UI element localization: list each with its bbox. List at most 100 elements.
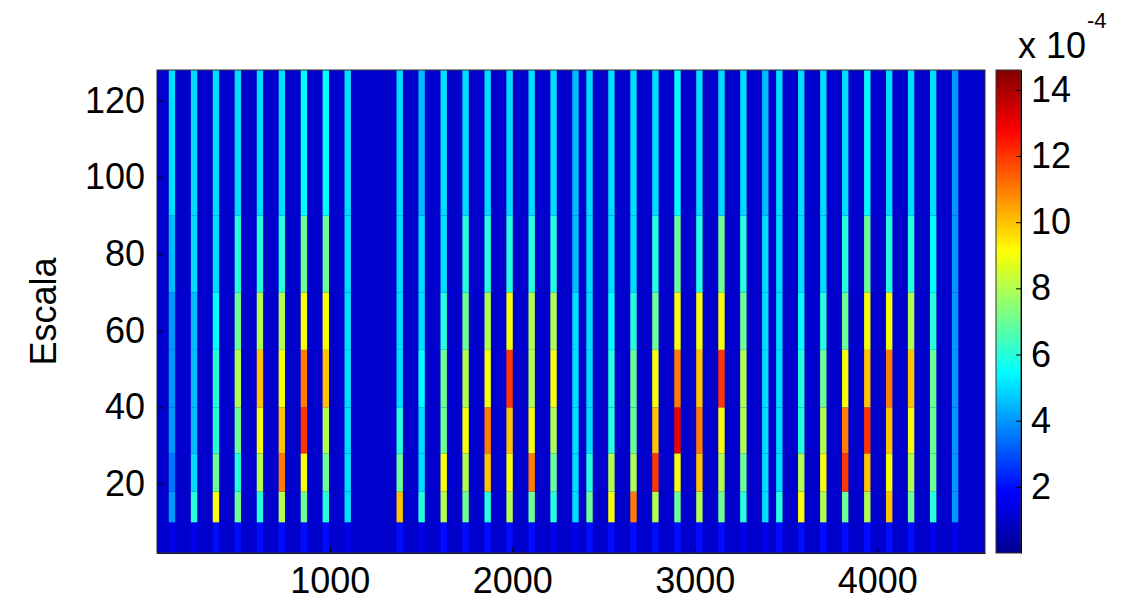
cell	[484, 292, 490, 350]
cell	[718, 216, 724, 293]
cell	[886, 292, 892, 350]
cell	[191, 522, 197, 553]
tick-mark	[157, 331, 163, 332]
cell	[740, 350, 746, 408]
cell	[762, 70, 768, 216]
cell	[506, 453, 512, 491]
cell	[696, 350, 702, 408]
cell	[323, 522, 329, 553]
tick-mark	[157, 407, 163, 408]
cell	[213, 292, 219, 350]
cell	[820, 492, 826, 523]
cell	[952, 292, 958, 350]
cell	[718, 407, 724, 453]
cell	[952, 407, 958, 453]
cell	[674, 522, 680, 553]
cell	[608, 70, 614, 216]
cell	[257, 407, 263, 453]
cell	[820, 216, 826, 293]
cell	[235, 292, 241, 350]
colorbar-exponent: -4	[1087, 8, 1107, 33]
tick: 40	[105, 386, 163, 427]
cell	[908, 216, 914, 293]
cell	[586, 216, 592, 293]
cell	[506, 492, 512, 523]
tick-label: 14	[1031, 69, 1071, 110]
tick: 6	[1016, 334, 1051, 375]
cell	[608, 492, 614, 523]
cell	[235, 453, 241, 491]
cell	[842, 292, 848, 350]
cell	[418, 407, 424, 453]
cell	[441, 350, 447, 408]
cell	[169, 407, 175, 453]
cell	[842, 407, 848, 453]
cell	[630, 492, 636, 523]
cell	[323, 216, 329, 293]
cell	[740, 407, 746, 453]
cell	[674, 407, 680, 453]
tick-label: 20	[105, 463, 145, 504]
cell	[301, 522, 307, 553]
cell	[762, 492, 768, 523]
cell	[550, 292, 556, 350]
cell	[864, 216, 870, 293]
cell	[608, 350, 614, 408]
cell	[506, 407, 512, 453]
cell	[864, 407, 870, 453]
cell	[235, 492, 241, 523]
cell	[418, 216, 424, 293]
cell	[930, 350, 936, 408]
cell	[528, 216, 534, 293]
cell	[397, 70, 403, 216]
cell	[528, 407, 534, 453]
cell	[776, 522, 782, 553]
cell	[301, 453, 307, 491]
cell	[696, 70, 702, 216]
cell	[169, 292, 175, 350]
cell	[798, 350, 804, 408]
cell	[418, 522, 424, 553]
tick-mark	[512, 547, 513, 553]
tick: 12	[1016, 135, 1071, 176]
cell	[279, 453, 285, 491]
cell	[820, 522, 826, 553]
cell	[345, 70, 351, 216]
cell	[397, 407, 403, 453]
tick-label: 60	[105, 310, 145, 351]
cell	[718, 292, 724, 350]
cell	[842, 453, 848, 491]
cell	[718, 522, 724, 553]
cell	[776, 292, 782, 350]
tick-label: 40	[105, 386, 145, 427]
cell	[820, 70, 826, 216]
cell	[345, 453, 351, 491]
cell	[213, 70, 219, 216]
tick: 10	[1016, 201, 1071, 242]
cell	[762, 453, 768, 491]
colorbar-axis: 2468101214	[1016, 69, 1071, 554]
cell	[908, 492, 914, 523]
cell	[191, 70, 197, 216]
cell	[550, 492, 556, 523]
cell	[441, 492, 447, 523]
cell	[279, 492, 285, 523]
tick-label: 1000	[290, 560, 370, 601]
cell	[930, 407, 936, 453]
cell	[441, 407, 447, 453]
tick: 2	[1016, 466, 1051, 507]
cell	[279, 522, 285, 553]
cell	[462, 350, 468, 408]
cell	[952, 70, 958, 216]
cell	[550, 453, 556, 491]
cell	[279, 350, 285, 408]
cell	[776, 492, 782, 523]
tick-label: 120	[85, 80, 145, 121]
cell	[528, 522, 534, 553]
cell	[762, 522, 768, 553]
cell	[798, 70, 804, 216]
tick-label: 80	[105, 233, 145, 274]
cell	[572, 492, 578, 523]
cell	[652, 70, 658, 216]
cell	[528, 492, 534, 523]
